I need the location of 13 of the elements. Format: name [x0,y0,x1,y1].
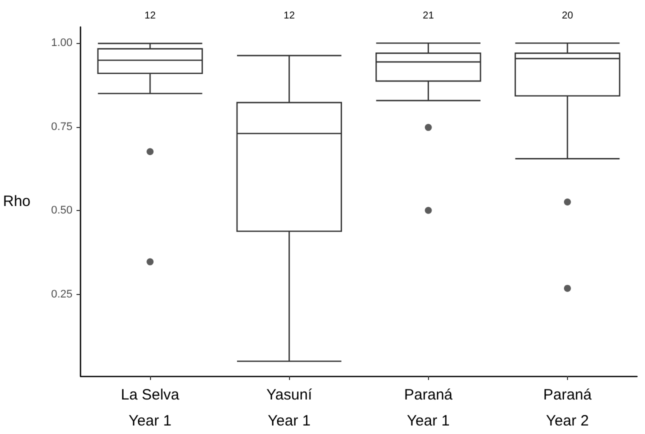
y-tick-label: 0.75 [51,120,73,133]
x-tick-label: Yasuní Year 1 [266,386,313,430]
text: 12 [284,10,296,22]
text: 12 [144,10,156,22]
y-tick-label: 0.50 [51,204,73,217]
y-axis-title: Rho [2,193,31,210]
text: 20 [562,10,574,22]
x-tick-label: La Selva Year 1 [120,386,180,430]
x-tick-label: Paraná Year 2 [543,386,592,430]
y-tick-label: 1.00 [51,36,73,49]
x-tick-label: Paraná Year 1 [404,386,454,430]
y-tick-label: 0.25 [51,288,73,301]
text: 21 [422,10,434,22]
